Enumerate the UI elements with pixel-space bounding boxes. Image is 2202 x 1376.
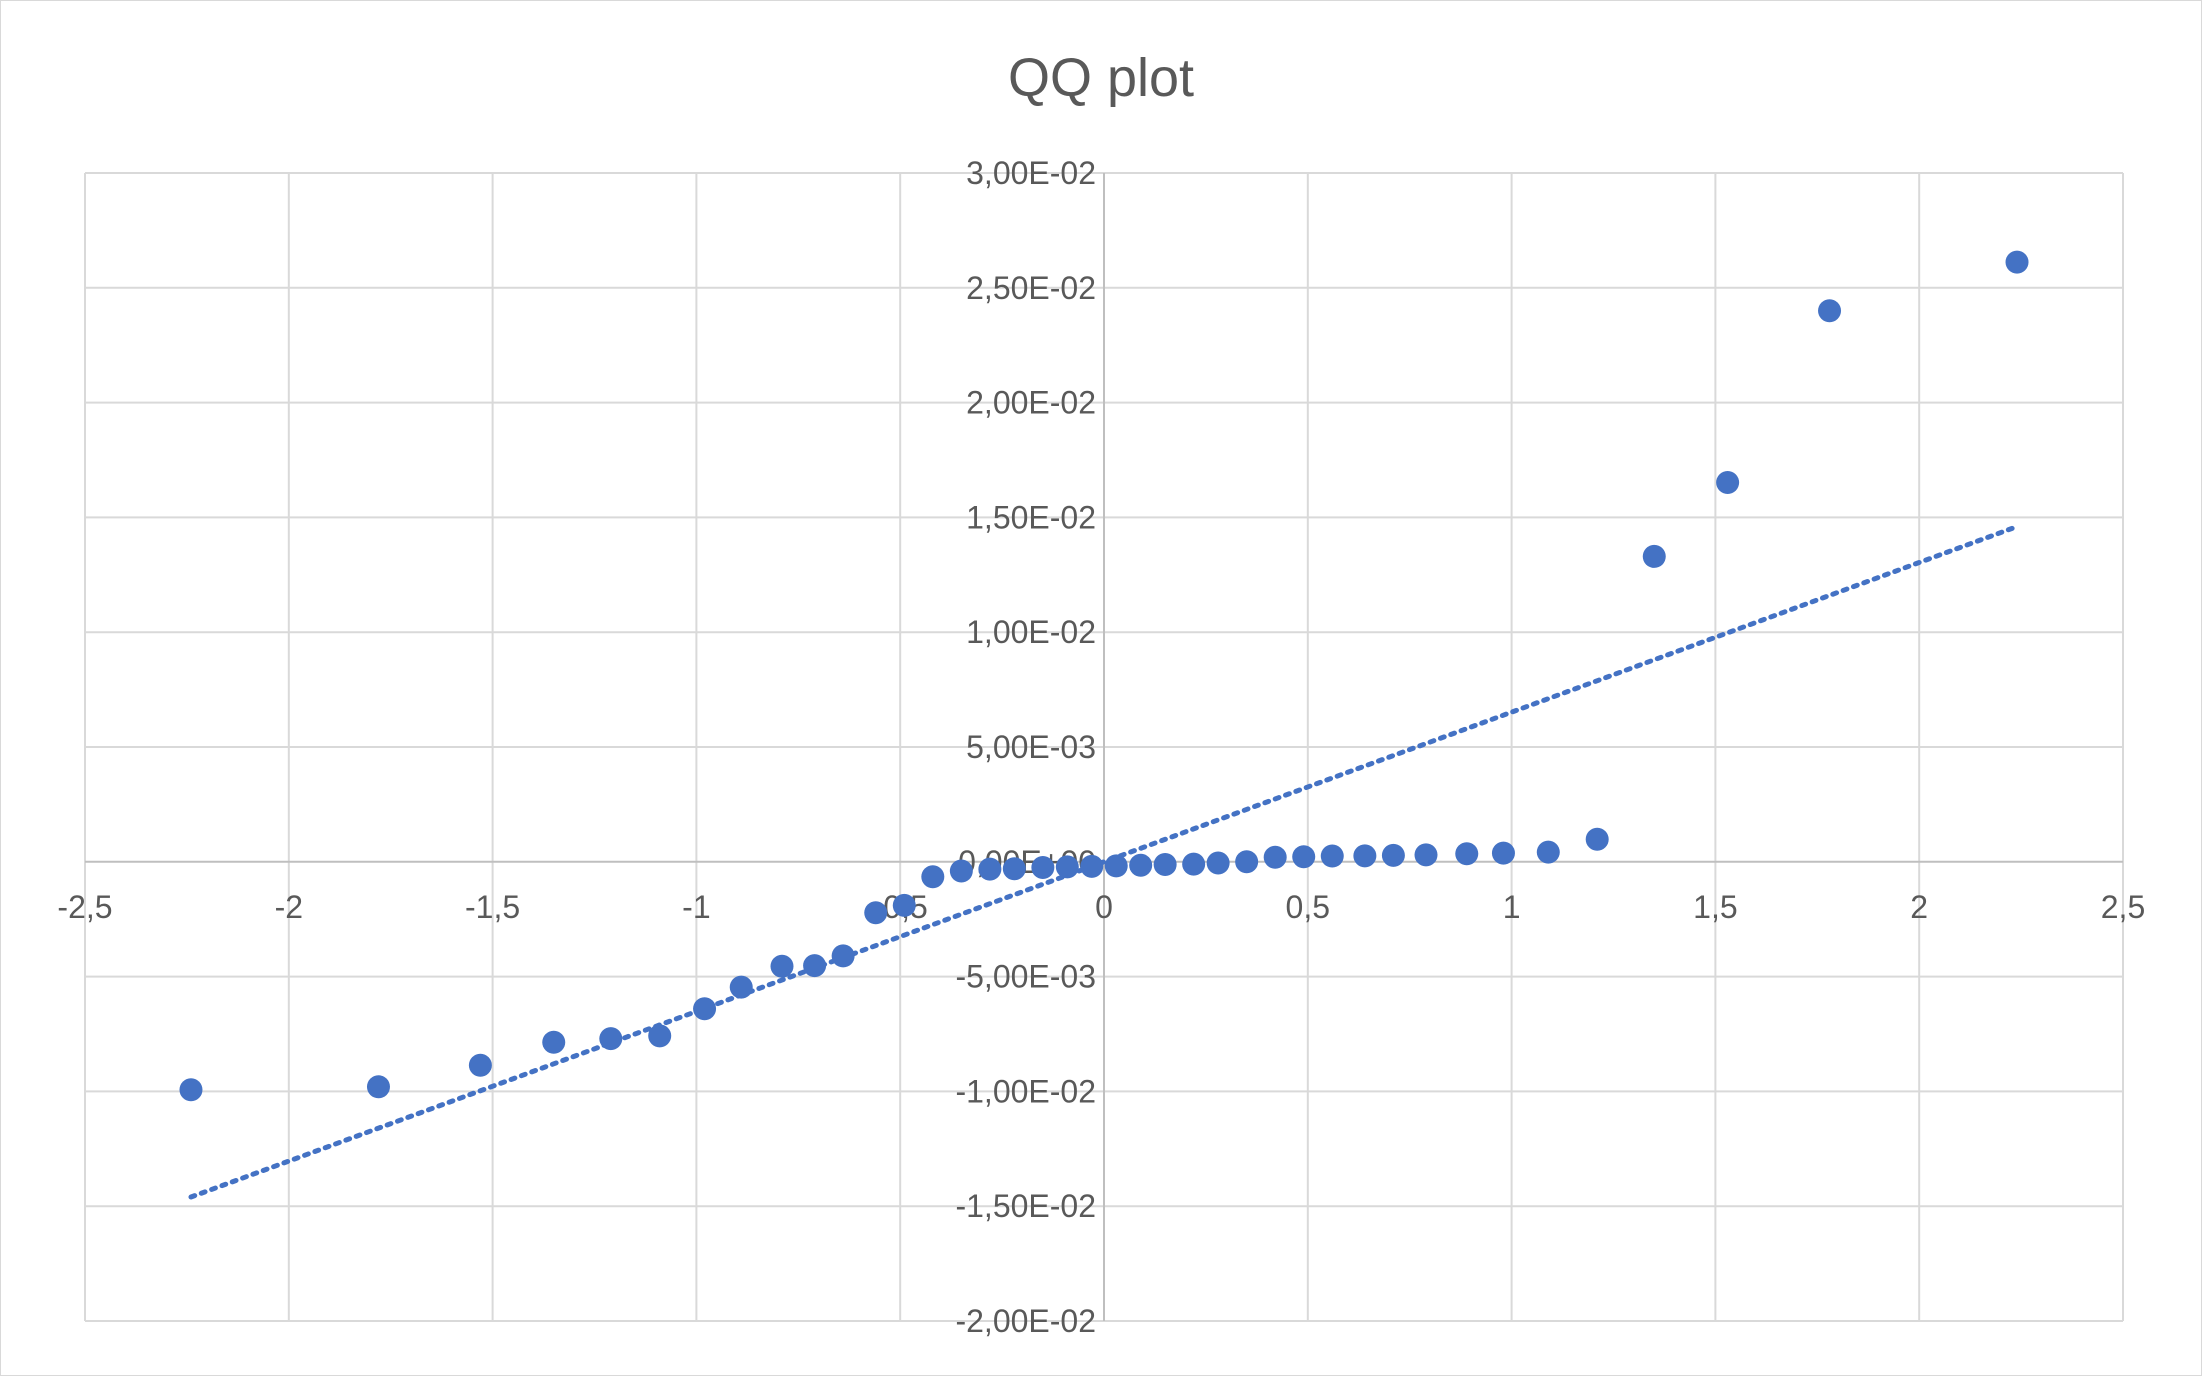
x-tick-label: -1,5 — [465, 889, 520, 925]
y-tick-label: -1,00E-02 — [955, 1073, 1096, 1109]
data-point — [693, 997, 717, 1021]
y-tick-labels: 3,00E-02 2,50E-02 2,00E-02 1,50E-02 1,00E-02… — [955, 155, 1096, 1339]
x-tick-label: 0,5 — [1286, 889, 1330, 925]
data-point — [648, 1024, 672, 1048]
data-point — [468, 1053, 492, 1077]
data-point — [949, 859, 973, 883]
y-tick-label: 1,00E-02 — [966, 614, 1096, 650]
x-tick-label: -2,5 — [57, 889, 112, 925]
y-tick-label: -1,50E-02 — [955, 1188, 1096, 1224]
data-point — [1585, 827, 1609, 851]
x-tick-label: 2 — [1910, 889, 1928, 925]
data-point — [921, 865, 945, 889]
y-tick-label: 5,00E-03 — [966, 729, 1096, 765]
data-point — [978, 857, 1002, 881]
y-tick-label: 2,00E-02 — [966, 385, 1096, 421]
data-point — [864, 901, 888, 925]
data-point — [1536, 840, 1560, 864]
data-point — [770, 954, 794, 978]
data-point — [366, 1075, 390, 1099]
x-tick-label: 1 — [1503, 889, 1521, 925]
data-point — [892, 893, 916, 917]
chart-title: QQ plot — [1008, 48, 1194, 108]
data-point — [1353, 844, 1377, 868]
data-point — [179, 1078, 203, 1102]
x-tick-label: 1,5 — [1693, 889, 1737, 925]
y-tick-label: 1,50E-02 — [966, 499, 1096, 535]
data-point — [1153, 853, 1177, 877]
data-point — [1104, 854, 1128, 878]
data-point — [1320, 844, 1344, 868]
data-point — [1206, 851, 1230, 875]
data-point — [1263, 845, 1287, 869]
data-point — [1080, 854, 1104, 878]
data-point — [1182, 852, 1206, 876]
data-point — [1716, 471, 1740, 495]
data-point — [1818, 299, 1842, 323]
x-tick-label: -2 — [275, 889, 303, 925]
trendline — [188, 524, 2020, 1200]
data-point — [1381, 843, 1405, 867]
data-point — [729, 975, 753, 999]
data-point — [1031, 856, 1055, 880]
data-point — [1129, 853, 1153, 877]
y-tick-label: 2,50E-02 — [966, 270, 1096, 306]
data-point — [831, 944, 855, 968]
data-point — [599, 1027, 623, 1051]
y-tick-label: -5,00E-03 — [955, 959, 1096, 995]
x-tick-label: 2,5 — [2101, 889, 2145, 925]
data-point — [1235, 850, 1259, 874]
trendline-line — [188, 524, 2020, 1200]
data-point — [1055, 855, 1079, 879]
y-tick-label: 3,00E-02 — [966, 155, 1096, 191]
data-point — [1414, 843, 1438, 867]
data-point — [542, 1030, 566, 1054]
x-tick-labels: -2,5-2-1,5-1-0,500,511,522,5 — [57, 889, 2145, 925]
data-point — [2005, 250, 2029, 274]
data-point — [1292, 845, 1316, 869]
y-tick-label: -2,00E-02 — [955, 1303, 1096, 1339]
data-point — [1642, 544, 1666, 568]
x-tick-label: 0 — [1095, 889, 1113, 925]
data-points — [179, 250, 2029, 1102]
data-point — [1491, 841, 1515, 865]
data-point — [803, 954, 827, 978]
x-tick-label: -1 — [682, 889, 710, 925]
data-point — [1002, 857, 1026, 881]
data-point — [1455, 842, 1479, 866]
